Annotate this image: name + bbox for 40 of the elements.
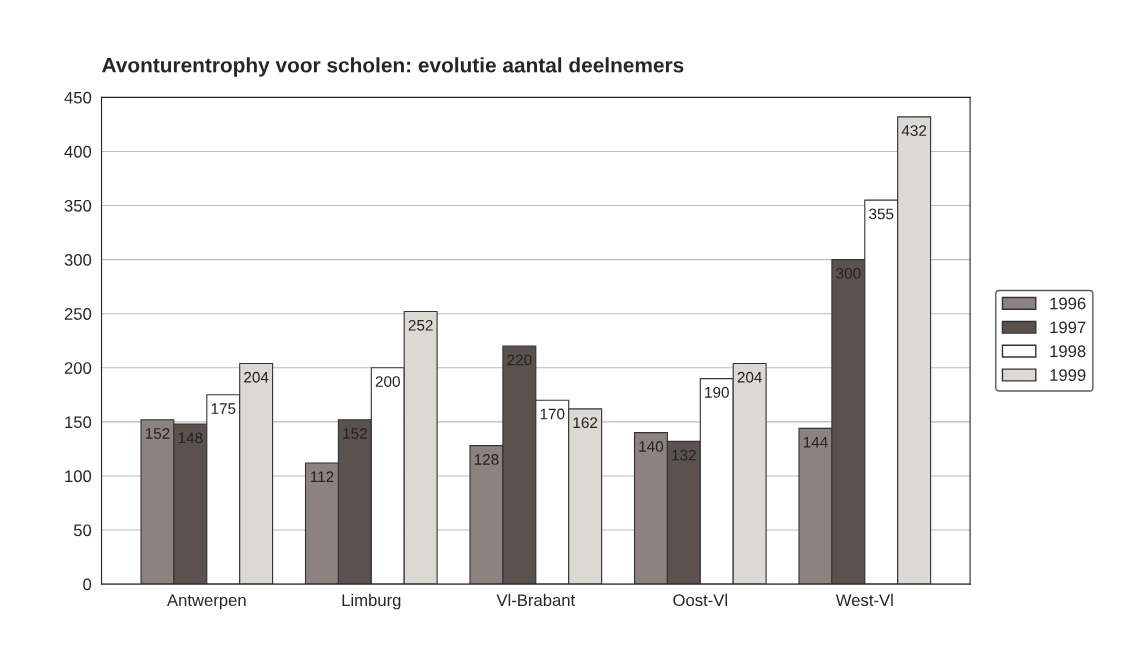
data-label: 204 <box>244 371 269 383</box>
y-tick-label: 450 <box>64 91 92 104</box>
data-label: 175 <box>211 403 236 415</box>
y-tick-label: 350 <box>64 199 92 212</box>
y-tick-label: 150 <box>65 416 92 429</box>
y-tick-label: 0 <box>83 578 92 591</box>
data-label: 152 <box>145 428 170 439</box>
data-label: 144 <box>803 436 828 448</box>
legend-label: 1996 <box>1050 297 1086 310</box>
data-label: 355 <box>869 208 894 220</box>
data-label: 140 <box>639 441 664 452</box>
y-tick-label: 50 <box>73 524 92 537</box>
x-tick-label: Antwerpen <box>167 594 246 610</box>
data-label: 252 <box>408 319 433 331</box>
data-label: 300 <box>836 267 861 279</box>
legend-label: 1998 <box>1050 345 1086 358</box>
x-tick-label: Vl-Brabant <box>496 593 576 607</box>
data-label: 152 <box>343 428 367 439</box>
data-label: 204 <box>737 371 762 383</box>
y-tick-label: 250 <box>64 308 92 320</box>
data-label: 220 <box>507 354 532 366</box>
x-tick-label: Limburg <box>342 593 401 610</box>
y-tick-label: 300 <box>64 254 92 266</box>
legend-label: 1999 <box>1050 369 1086 381</box>
data-label: 190 <box>705 386 729 398</box>
chart-title: Avonturentrophy voor scholen: evolutie aantal deelnemers <box>102 57 684 77</box>
x-tick-label: Oost-Vl <box>673 593 727 607</box>
data-label: 148 <box>178 432 203 444</box>
data-label: 162 <box>573 417 598 429</box>
y-tick-label: 200 <box>64 362 92 374</box>
data-label: 432 <box>901 125 927 137</box>
data-label: 132 <box>672 449 696 461</box>
data-label: 170 <box>540 408 565 420</box>
data-label: 128 <box>474 454 499 465</box>
legend-label: 1997 <box>1050 321 1086 334</box>
data-label: 200 <box>375 376 400 387</box>
data-label: 112 <box>310 471 334 483</box>
y-tick-label: 400 <box>64 145 92 158</box>
x-tick-label: West-Vl <box>835 593 893 607</box>
y-tick-label: 100 <box>65 470 92 483</box>
